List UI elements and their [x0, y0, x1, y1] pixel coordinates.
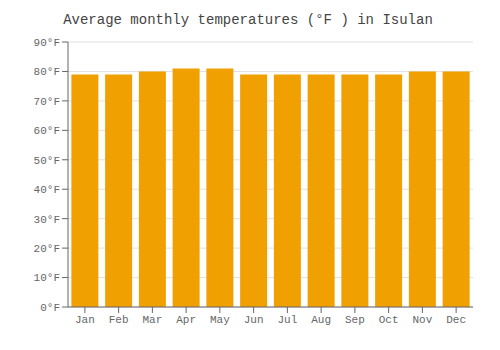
html-text:Average monthly temperatures (: Average monthly temperatures (°F ) in Is… — [63, 12, 433, 28]
svg-text:90°F: 90°F — [34, 37, 60, 49]
svg-text:Apr: Apr — [176, 314, 196, 326]
svg-text:Oct: Oct — [379, 314, 399, 326]
svg-text:20°F: 20°F — [34, 243, 60, 255]
svg-text:30°F: 30°F — [34, 214, 60, 226]
svg-text:80°F: 80°F — [34, 66, 60, 78]
svg-text:Sep: Sep — [345, 314, 365, 326]
svg-text:Aug: Aug — [311, 314, 331, 326]
svg-text:Dec: Dec — [446, 314, 466, 326]
svg-text:Mar: Mar — [142, 314, 162, 326]
svg-text:Feb: Feb — [109, 314, 129, 326]
svg-text:May: May — [210, 314, 230, 326]
svg-text:Jul: Jul — [277, 314, 297, 326]
svg-text:Nov: Nov — [412, 314, 432, 326]
svg-text:60°F: 60°F — [34, 125, 60, 137]
svg-text:50°F: 50°F — [34, 155, 60, 167]
svg-text:70°F: 70°F — [34, 96, 60, 108]
svg-text:40°F: 40°F — [34, 184, 60, 196]
svg-text:Jan: Jan — [75, 314, 95, 326]
svg-text:10°F: 10°F — [34, 272, 60, 284]
svg-text:0°F: 0°F — [40, 302, 60, 314]
svg-text:Jun: Jun — [244, 314, 264, 326]
